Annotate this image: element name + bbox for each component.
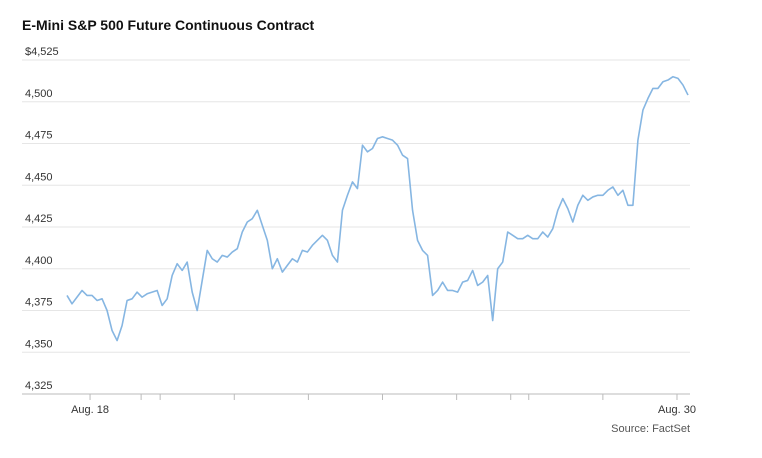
y-tick-label: 4,450 — [25, 171, 53, 183]
price-line — [66, 75, 689, 342]
x-tick-label: Aug. 30 — [658, 404, 696, 416]
y-tick-label: 4,375 — [25, 297, 53, 309]
y-tick-label: 4,325 — [25, 380, 53, 392]
y-tick-label: 4,475 — [25, 130, 53, 142]
y-tick-label: 4,400 — [25, 255, 53, 267]
source-note: Source: FactSet — [611, 423, 690, 435]
chart-title: E-Mini S&P 500 Future Continuous Contrac… — [22, 17, 315, 33]
y-tick-label: 4,350 — [25, 338, 53, 350]
y-tick-label: 4,425 — [25, 213, 53, 225]
y-tick-label: $4,525 — [25, 46, 59, 58]
x-tick-label: Aug. 18 — [71, 404, 109, 416]
y-tick-label: 4,500 — [25, 88, 53, 100]
